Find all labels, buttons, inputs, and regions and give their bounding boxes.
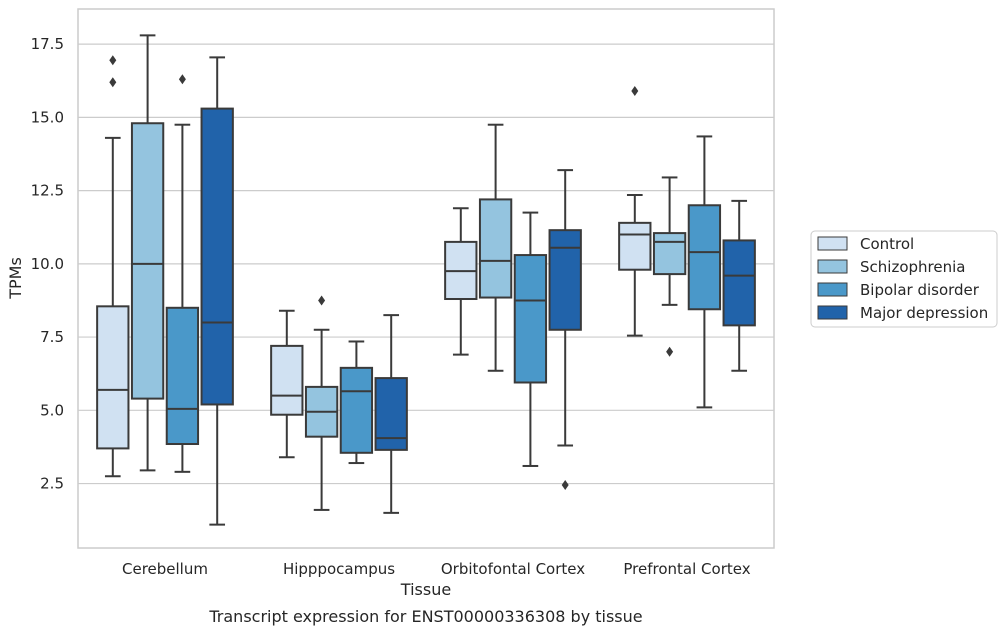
y-tick-label: 2.5 <box>40 475 64 493</box>
y-axis-title: TPMs <box>6 257 25 300</box>
legend-swatch <box>817 236 848 251</box>
x-tick-label: Orbitofontal Cortex <box>441 560 585 578</box>
chart-caption: Transcript expression for ENST0000033630… <box>208 607 642 626</box>
iqr-box <box>652 232 687 276</box>
box-0-0 <box>96 55 130 478</box>
plot-frame <box>77 8 775 549</box>
legend-swatch <box>817 259 848 274</box>
iqr-box <box>548 229 582 331</box>
iqr-box <box>96 305 130 450</box>
x-tick-label: Cerebellum <box>122 560 208 578</box>
outlier-point <box>318 295 326 306</box>
box-0-2 <box>165 74 200 473</box>
legend-swatch <box>817 282 848 297</box>
box-1-2 <box>339 340 374 465</box>
box-3-2 <box>687 135 722 409</box>
y-tick-label: 17.5 <box>31 35 64 53</box>
x-tick-labels: Cerebellum Hipppocampus Orbitofontal Corte… <box>122 560 751 578</box>
legend-label: Bipolar disorder <box>860 281 980 299</box>
iqr-box <box>513 254 548 384</box>
x-tick-label: Hipppocampus <box>283 560 395 578</box>
box-0-1 <box>130 34 165 472</box>
iqr-box <box>165 306 200 446</box>
box-1-1 <box>304 295 339 511</box>
y-tick-label: 10.0 <box>31 255 64 273</box>
legend-frame <box>810 230 998 328</box>
box-2-0 <box>444 207 478 356</box>
box-1-3 <box>374 314 408 514</box>
outlier-point <box>109 55 117 66</box>
iqr-box <box>130 122 165 400</box>
outlier-point <box>631 86 639 97</box>
iqr-box <box>339 366 374 454</box>
outlier-point <box>561 480 569 491</box>
iqr-box <box>687 204 722 311</box>
y-tick-label: 5.0 <box>40 401 64 419</box>
box-0-3 <box>200 56 234 526</box>
x-axis-title: Tissue <box>400 580 451 599</box>
iqr-box <box>618 221 652 271</box>
y-tick-label: 15.0 <box>31 108 64 126</box>
box-2-1 <box>478 123 513 372</box>
iqr-box <box>478 198 513 299</box>
outlier-point <box>666 346 674 357</box>
legend: Control Schizophrenia Bipolar disorder Majo… <box>810 230 998 328</box>
iqr-box <box>722 239 756 327</box>
y-tick-labels: 2.5 5.0 7.5 10.0 12.5 15.0 17.5 <box>31 35 64 492</box>
box-3-0 <box>618 86 652 337</box>
box-2-2 <box>513 211 548 467</box>
legend-label: Schizophrenia <box>860 258 965 276</box>
box-2-3 <box>548 169 582 491</box>
iqr-box <box>200 107 234 406</box>
outlier-point <box>178 74 186 85</box>
iqr-box <box>270 344 304 416</box>
legend-label: Control <box>860 235 914 253</box>
legend-label: Major depression <box>860 304 988 322</box>
y-tick-label: 7.5 <box>40 328 64 346</box>
box-plot-series <box>96 34 756 526</box>
y-tick-label: 12.5 <box>31 182 64 200</box>
outlier-point <box>109 77 117 88</box>
box-1-0 <box>270 309 304 459</box>
legend-swatch <box>817 305 848 320</box>
x-tick-label: Prefrontal Cortex <box>623 560 750 578</box>
box-3-1 <box>652 176 687 357</box>
box-3-3 <box>722 199 756 372</box>
